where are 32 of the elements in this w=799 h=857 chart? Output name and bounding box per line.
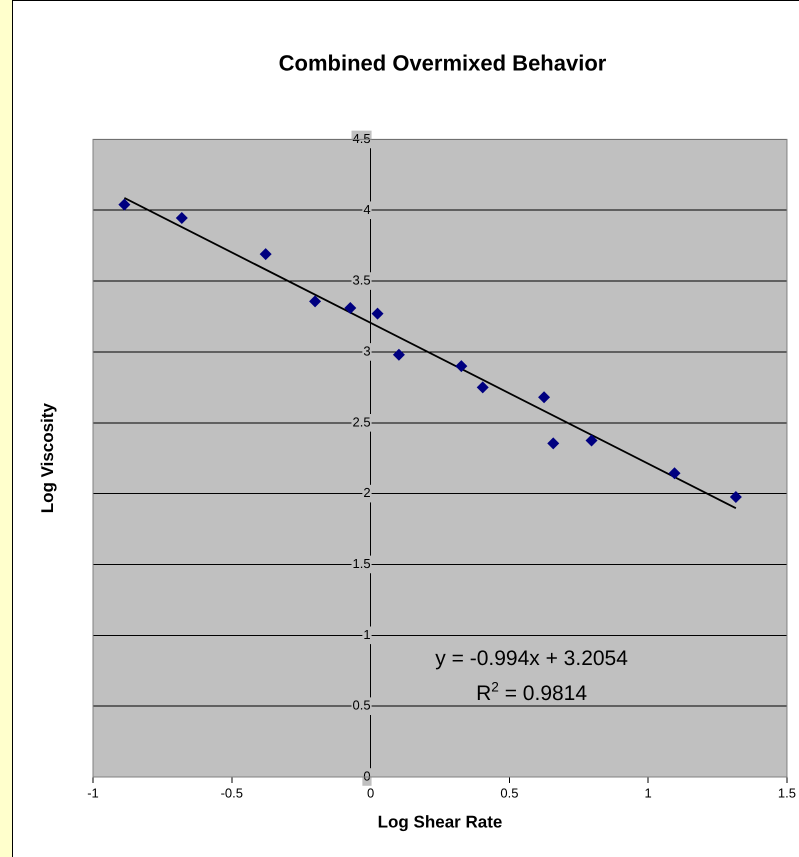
point [176, 212, 188, 224]
point [344, 302, 356, 314]
point [476, 381, 489, 394]
y-tick-label: 0.5 [352, 698, 371, 713]
y-tick-label: 3.5 [352, 272, 371, 288]
y-tick-label: 3 [363, 344, 371, 359]
x-axis-title: Log Shear Rate [378, 812, 502, 832]
point [668, 467, 681, 480]
chart-title: Combined Overmixed Behavior [278, 50, 607, 76]
point [118, 198, 130, 211]
y-tick-label: 4 [363, 202, 371, 217]
point [309, 295, 322, 308]
point [260, 248, 272, 260]
x-tick-label: 1 [644, 785, 652, 800]
point [455, 360, 468, 372]
y-tick-label: 2 [363, 485, 371, 500]
x-tick-label: -0.5 [220, 785, 243, 800]
y-axis-title: Log Viscosity [38, 402, 57, 514]
y-tick-label: 4.5 [352, 130, 371, 146]
x-tick-label: 1.5 [778, 785, 796, 800]
point [586, 434, 598, 446]
point [392, 348, 405, 361]
point [730, 491, 742, 504]
x-tick-label: 0.5 [500, 785, 518, 800]
point [538, 391, 550, 404]
y-tick-label: 1 [363, 626, 371, 642]
x-tick-label: -1 [87, 785, 99, 800]
point [547, 437, 560, 450]
y-tick-label: 1.5 [352, 556, 371, 572]
annotation: y = -0.994x + 3.2054 [435, 647, 628, 670]
y-tick-label: 2.5 [352, 414, 371, 430]
point [372, 308, 384, 320]
